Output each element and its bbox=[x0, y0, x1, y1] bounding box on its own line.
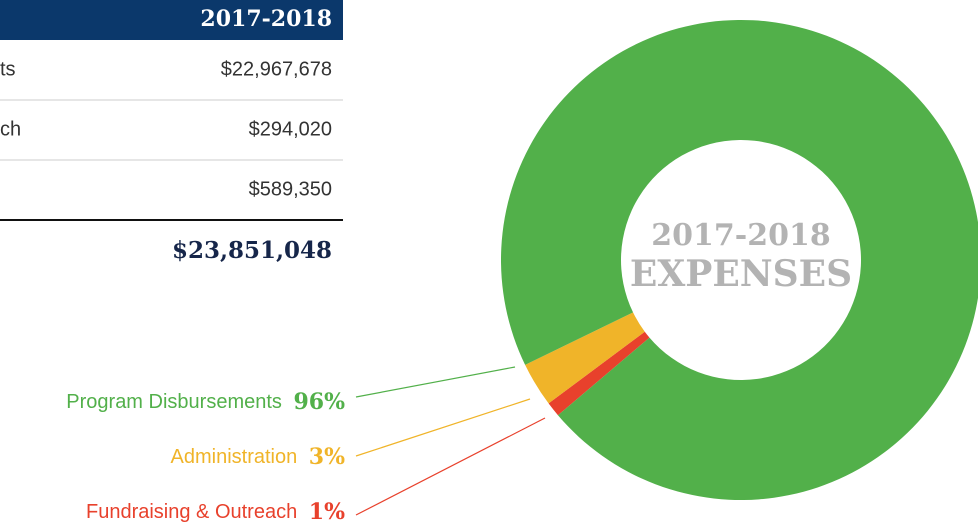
table-header: 2017-2018 bbox=[200, 6, 332, 32]
legend-percent: 1% bbox=[309, 499, 345, 525]
legend-name: Program Disbursements bbox=[66, 391, 282, 413]
table-header-bar bbox=[0, 0, 343, 40]
leader-line bbox=[355, 366, 516, 398]
table-total: $23,851,048 bbox=[172, 237, 332, 264]
donut-slice bbox=[501, 20, 978, 500]
legend-name: Fundraising & Outreach bbox=[86, 501, 297, 523]
legend-label: Administration 3% bbox=[171, 444, 346, 470]
center-label: EXPENSES bbox=[630, 253, 852, 295]
leader-line bbox=[355, 398, 531, 457]
donut-slice bbox=[525, 312, 645, 404]
row-amount: $589,350 bbox=[249, 178, 332, 200]
row-amount: $22,967,678 bbox=[221, 58, 332, 80]
legend-name: Administration bbox=[171, 446, 298, 468]
legend-label: Program Disbursements 96% bbox=[66, 389, 345, 415]
row-amount: $294,020 bbox=[249, 118, 332, 140]
legend-percent: 3% bbox=[309, 444, 345, 470]
center-label: 2017-2018 bbox=[651, 218, 830, 253]
row-label: ts bbox=[0, 58, 16, 80]
row-label: ch bbox=[0, 118, 21, 140]
leader-line bbox=[355, 417, 546, 516]
legend-percent: 96% bbox=[293, 389, 345, 415]
legend-label: Fundraising & Outreach 1% bbox=[86, 499, 345, 525]
donut-slice bbox=[548, 331, 650, 416]
